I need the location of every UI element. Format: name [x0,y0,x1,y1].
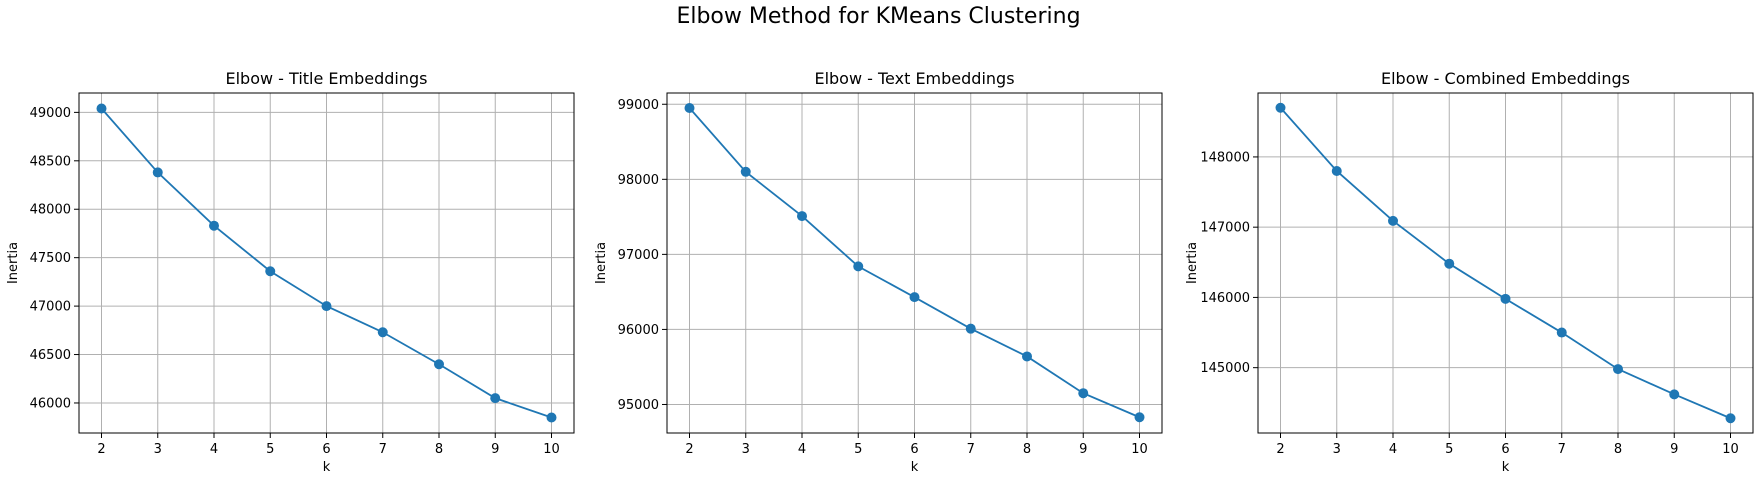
x-tick-label: 2 [685,442,693,457]
data-point [1444,258,1455,269]
y-tick-label: 98000 [618,173,659,188]
y-tick-label: 147000 [1200,221,1250,236]
x-tick-label: 9 [1079,442,1087,457]
data-point [1022,351,1032,362]
x-tick-label: 3 [154,442,162,457]
y-tick-label: 95000 [618,398,659,413]
x-tick-label: 4 [210,442,218,457]
y-tick-label: 48000 [30,203,71,218]
y-tick-label: 47000 [30,300,71,315]
x-tick-label: 2 [1276,442,1284,457]
x-tick-label: 7 [967,442,975,457]
data-point [853,261,864,272]
panel-title: Elbow - Combined Embeddings [1381,69,1630,88]
x-tick-label: 3 [1333,442,1341,457]
data-point [797,211,807,222]
y-tick-label: 148000 [1200,150,1250,165]
data-point [1725,413,1736,424]
data-point [321,301,332,312]
data-point [1134,412,1145,423]
x-tick-label: 4 [798,442,806,457]
data-point [265,266,276,277]
y-tick-label: 97000 [618,248,659,263]
x-tick-label: 10 [1131,442,1148,457]
x-axis-label: k [323,460,331,475]
x-tick-label: 8 [1614,442,1622,457]
figure-title: Elbow Method for KMeans Clustering [676,4,1080,29]
panel-title: Elbow - Text Embeddings [814,69,1014,88]
x-tick-label: 6 [1501,442,1509,457]
x-tick-label: 5 [854,442,862,457]
data-point [1331,165,1342,176]
x-tick-label: 5 [266,442,274,457]
y-tick-label: 46000 [30,396,71,411]
chart-panel-1: 2 3 4 5 6 7 8 9 10 46000 46500 47000 47500 48000 48500… [6,69,575,475]
data-point [377,327,388,338]
data-point [909,292,920,303]
data-point [152,167,163,178]
y-tick-label: 146000 [1200,291,1250,306]
data-point [1500,293,1511,304]
x-tick-label: 6 [910,442,918,457]
data-point [1275,102,1286,113]
y-tick-label: 99000 [618,98,659,113]
data-point [1556,327,1567,338]
x-tick-label: 7 [379,442,387,457]
x-axis-label: k [911,460,919,475]
data-point [490,393,501,404]
x-tick-label: 4 [1389,442,1397,457]
x-tick-label: 5 [1445,442,1453,457]
x-tick-label: 7 [1558,442,1566,457]
y-tick-label: 145000 [1200,361,1250,376]
x-tick-label: 8 [435,442,443,457]
data-point [1613,364,1623,375]
data-point [684,103,695,114]
x-tick-label: 9 [1670,442,1678,457]
data-point [434,359,444,370]
data-point [1388,215,1398,226]
x-tick-label: 10 [1722,442,1739,457]
y-tick-label: 48500 [30,154,71,169]
x-tick-label: 2 [97,442,105,457]
data-point [965,323,976,334]
panel-title: Elbow - Title Embeddings [226,69,428,88]
x-tick-label: 3 [742,442,750,457]
data-point [546,412,557,423]
x-tick-label: 6 [322,442,330,457]
x-tick-label: 8 [1023,442,1031,457]
x-tick-label: 9 [491,442,499,457]
chart-panel-2: 2 3 4 5 6 7 8 9 10 95000 96000 97000 98000 99000 Elbow… [594,69,1163,475]
y-axis-label: Inertia [6,242,21,284]
data-point [740,166,751,177]
x-tick-label: 10 [543,442,560,457]
y-tick-label: 46500 [30,348,71,363]
y-tick-label: 49000 [30,106,71,121]
y-tick-label: 96000 [618,323,659,338]
data-point [96,103,107,114]
x-axis-label: k [1502,460,1510,475]
data-point [209,220,219,231]
data-point [1078,388,1089,399]
y-tick-label: 47500 [30,251,71,266]
data-point [1669,389,1680,400]
y-axis-label: Inertia [594,242,609,284]
chart-panel-3: 2 3 4 5 6 7 8 9 10 145000 146000 147000 148000 Elbow … [1185,69,1754,475]
y-axis-label: Inertia [1185,242,1200,284]
